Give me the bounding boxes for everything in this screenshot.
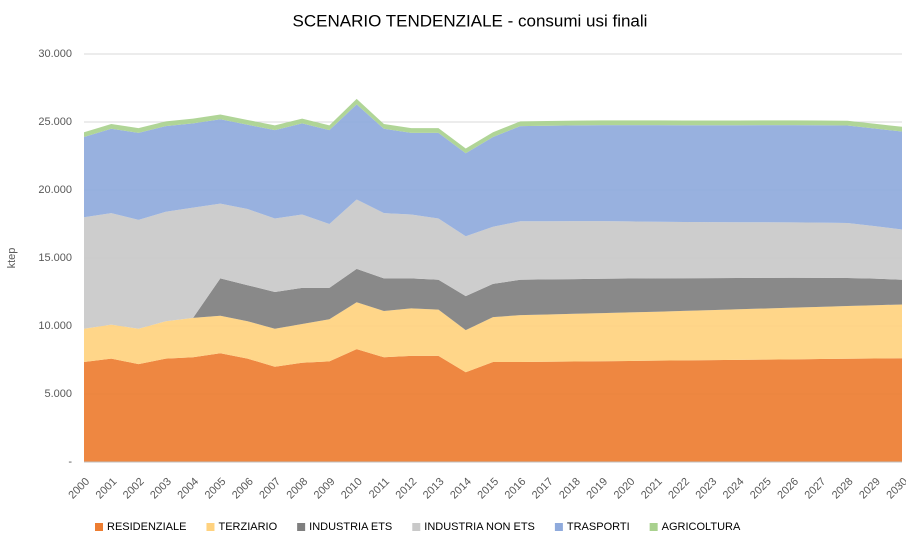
legend: RESIDENZIALE TERZIARIO INDUSTRIA ETS INDUST… bbox=[95, 521, 741, 533]
area bbox=[84, 349, 902, 462]
legend-label: TERZIARIO bbox=[218, 521, 277, 533]
x-tick-label: 2003 bbox=[148, 476, 174, 502]
x-tick-label: 2004 bbox=[175, 476, 201, 502]
area bbox=[84, 199, 902, 329]
x-tick-label: 2022 bbox=[666, 476, 692, 502]
x-tick-label: 2010 bbox=[339, 476, 365, 502]
legend-swatch bbox=[206, 523, 215, 531]
legend-swatch bbox=[412, 523, 421, 531]
x-tick-label: 2024 bbox=[721, 476, 747, 502]
y-tick-label: 30.000 bbox=[38, 48, 72, 60]
x-tick-label: 2028 bbox=[830, 476, 856, 502]
x-tick-label: 2017 bbox=[530, 476, 556, 502]
x-tick-label: 2015 bbox=[475, 476, 501, 502]
x-tick-label: 2007 bbox=[257, 476, 283, 502]
y-tick-label: 5.000 bbox=[44, 388, 72, 400]
legend-swatch bbox=[297, 523, 306, 531]
x-tick-label: 2006 bbox=[230, 476, 256, 502]
legend-label: AGRICOLTURA bbox=[662, 521, 741, 533]
x-tick-label: 2016 bbox=[503, 476, 529, 502]
legend-label: INDUSTRIA NON ETS bbox=[424, 521, 535, 533]
x-tick-label: 2005 bbox=[203, 476, 229, 502]
x-tick-label: 2027 bbox=[803, 476, 829, 502]
area bbox=[84, 302, 902, 373]
x-tick-label: 2029 bbox=[857, 476, 883, 502]
x-tick-label: 2012 bbox=[394, 476, 420, 502]
x-tick-label: 2026 bbox=[775, 476, 801, 502]
x-tick-label: 2009 bbox=[312, 476, 338, 502]
y-tick-label: 20.000 bbox=[38, 184, 72, 196]
x-tick-label: 2000 bbox=[66, 476, 92, 502]
chart-title: SCENARIO TENDENZIALE - consumi usi final… bbox=[293, 11, 648, 30]
x-tick-label: 2002 bbox=[121, 476, 147, 502]
x-tick-label: 2023 bbox=[694, 476, 720, 502]
y-tick-label: 10.000 bbox=[38, 320, 72, 332]
legend-swatch bbox=[554, 523, 563, 531]
y-axis-label: ktep bbox=[6, 248, 18, 269]
legend-swatch bbox=[95, 523, 103, 531]
x-tick-label: 2030 bbox=[884, 476, 906, 502]
x-tick-label: 2008 bbox=[285, 476, 311, 502]
x-tick-label: 2020 bbox=[612, 476, 638, 502]
x-tick-label: 2019 bbox=[584, 476, 610, 502]
x-tick-label: 2001 bbox=[94, 476, 120, 502]
x-tick-label: 2021 bbox=[639, 476, 665, 502]
legend-label: INDUSTRIA ETS bbox=[309, 521, 392, 533]
area bbox=[84, 268, 902, 331]
x-tick-label: 2013 bbox=[421, 476, 447, 502]
x-tick-label: 2014 bbox=[448, 476, 474, 502]
x-tick-label: 2025 bbox=[748, 476, 774, 502]
area bbox=[84, 104, 902, 237]
y-tick-label: - bbox=[68, 456, 72, 468]
legend-label: RESIDENZIALE bbox=[107, 521, 186, 533]
x-tick-label: 2018 bbox=[557, 476, 583, 502]
x-tick-label: 2011 bbox=[367, 476, 392, 501]
legend-swatch bbox=[649, 523, 658, 531]
y-tick-label: 15.000 bbox=[38, 252, 72, 264]
legend-label: TRASPORTI bbox=[567, 521, 630, 533]
y-tick-label: 25.000 bbox=[38, 116, 72, 128]
